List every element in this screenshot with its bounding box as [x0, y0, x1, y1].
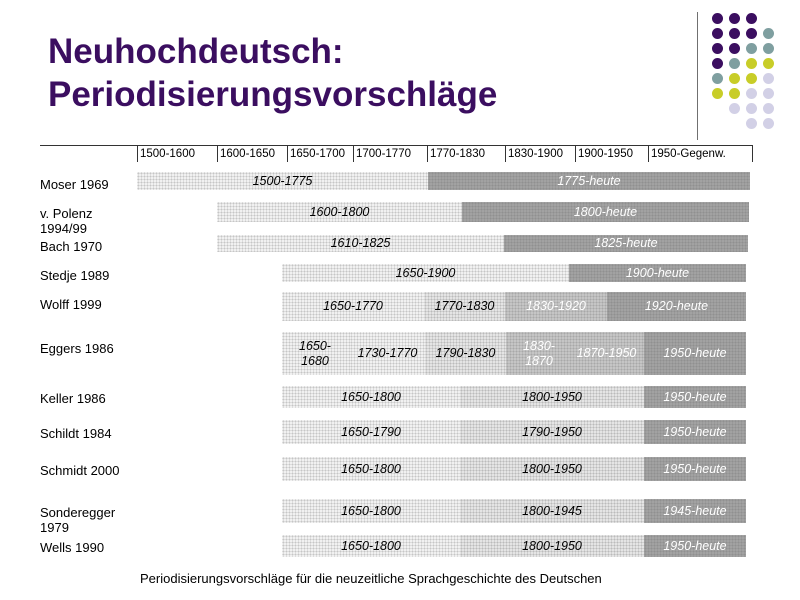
period-bar: 1800-1950	[460, 457, 644, 481]
decorative-dot	[729, 43, 740, 54]
period-bar: 1950-heute	[644, 386, 746, 408]
decorative-dot	[729, 58, 740, 69]
decorative-dot	[712, 58, 723, 69]
period-bar: 1790-1950	[460, 420, 644, 444]
header-period-label: 1830-1900	[508, 148, 563, 160]
decorative-dot	[746, 73, 757, 84]
decorative-dot	[712, 88, 723, 99]
header-period-label: 1600-1650	[220, 148, 275, 160]
decorative-dot	[712, 13, 723, 24]
header-divider	[505, 145, 506, 162]
period-bar: 1800-1945	[460, 499, 644, 523]
period-bar: 1600-1800	[217, 202, 462, 222]
header-period-label: 1950-Gegenw.	[651, 148, 726, 160]
header-divider	[217, 145, 218, 162]
header-divider	[575, 145, 576, 162]
row-label: Sonderegger 1979	[40, 505, 116, 535]
period-bar: 1650-1800	[282, 499, 460, 523]
header-period-label: 1900-1950	[578, 148, 633, 160]
period-bar: 1830-1920	[505, 292, 607, 321]
row-label: Schildt 1984	[40, 426, 112, 441]
decorative-dot	[746, 118, 757, 129]
decorative-dot	[763, 28, 774, 39]
row-label: Eggers 1986	[40, 341, 114, 356]
slide-title: Neuhochdeutsch: Periodisierungsvorschläg…	[48, 30, 497, 116]
title-line-2: Periodisierungsvorschläge	[48, 75, 498, 114]
header-line	[40, 145, 752, 146]
decorative-dot	[746, 28, 757, 39]
decorative-dot	[729, 28, 740, 39]
period-bar: 1650- 1680	[282, 332, 350, 375]
period-bar: 1900-heute	[569, 264, 746, 282]
period-bar: 1770-1830	[424, 292, 505, 321]
header-period-label: 1500-1600	[140, 148, 195, 160]
row-label: Stedje 1989	[40, 268, 110, 283]
row-label: Wells 1990	[40, 540, 105, 555]
decorative-dot	[763, 43, 774, 54]
period-bar: 1950-heute	[644, 457, 746, 481]
header-period-label: 1770-1830	[430, 148, 485, 160]
period-bar: 1650-1900	[282, 264, 569, 282]
decorative-dot	[763, 118, 774, 129]
period-bar: 1610-1825	[217, 235, 504, 252]
decorative-dot	[763, 103, 774, 114]
period-bar: 1830- 1870	[506, 332, 569, 375]
decorative-dot-grid	[712, 13, 796, 133]
period-bar: 1730-1770	[350, 332, 425, 375]
period-bar: 1775-heute	[428, 172, 750, 190]
header-period-label: 1700-1770	[356, 148, 411, 160]
row-label: v. Polenz 1994/99	[40, 206, 93, 236]
period-bar: 1950-heute	[644, 332, 746, 375]
decorative-dot	[712, 28, 723, 39]
row-label: Schmidt 2000	[40, 463, 120, 478]
header-divider	[752, 145, 753, 162]
header-divider	[353, 145, 354, 162]
decorative-dot	[712, 43, 723, 54]
row-label: Moser 1969	[40, 177, 109, 192]
title-line-1: Neuhochdeutsch:	[48, 32, 344, 71]
decorative-dot	[746, 58, 757, 69]
row-label: Wolff 1999	[40, 297, 102, 312]
header-divider	[427, 145, 428, 162]
period-bar: 1920-heute	[607, 292, 746, 321]
period-bar: 1870-1950	[569, 332, 644, 375]
decorative-dot	[746, 13, 757, 24]
period-bar: 1650-1800	[282, 535, 460, 557]
decorative-dot	[746, 88, 757, 99]
header-divider	[648, 145, 649, 162]
period-bar: 1800-1950	[460, 386, 644, 408]
header-divider	[287, 145, 288, 162]
period-bar: 1790-1830	[425, 332, 506, 375]
decorative-dot	[729, 73, 740, 84]
period-bar: 1945-heute	[644, 499, 746, 523]
period-bar: 1825-heute	[504, 235, 748, 252]
decorative-dot	[729, 88, 740, 99]
period-bar: 1950-heute	[644, 535, 746, 557]
decorative-dot	[746, 103, 757, 114]
decorative-dot	[729, 103, 740, 114]
decorative-dot	[763, 88, 774, 99]
period-bar: 1800-heute	[462, 202, 749, 222]
header-divider	[137, 145, 138, 162]
row-label: Keller 1986	[40, 391, 106, 406]
period-bar: 1650-1800	[282, 457, 460, 481]
period-bar: 1650-1800	[282, 386, 460, 408]
caption: Periodisierungsvorschläge für die neuzei…	[140, 571, 602, 586]
decorative-dot	[746, 43, 757, 54]
decorative-divider	[697, 12, 698, 140]
period-bar: 1650-1770	[282, 292, 424, 321]
decorative-dot	[763, 58, 774, 69]
decorative-dot	[729, 13, 740, 24]
period-bar: 1650-1790	[282, 420, 460, 444]
decorative-dot	[712, 73, 723, 84]
decorative-dot	[763, 73, 774, 84]
period-bar: 1500-1775	[137, 172, 428, 190]
period-bar: 1800-1950	[460, 535, 644, 557]
period-bar: 1950-heute	[644, 420, 746, 444]
row-label: Bach 1970	[40, 239, 103, 254]
header-period-label: 1650-1700	[290, 148, 345, 160]
